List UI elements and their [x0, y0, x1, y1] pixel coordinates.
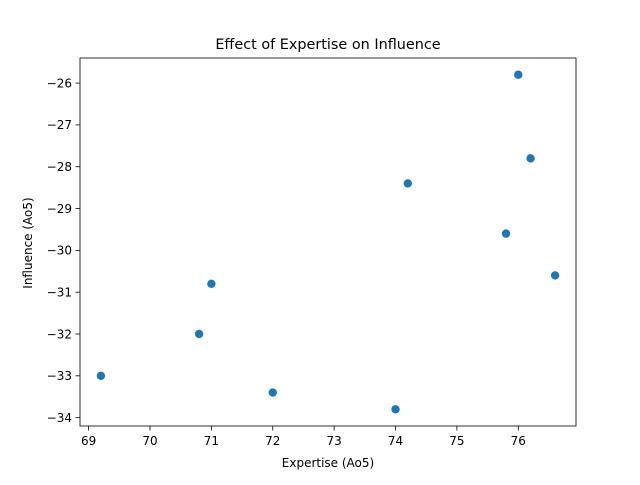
scatter-point	[403, 179, 413, 188]
y-axis-ticks: −34 −33 −32 −31 −30 −29 −28 −27 −26	[47, 76, 80, 425]
x-tick-label: 72	[265, 434, 280, 448]
x-tick-label: 71	[204, 434, 219, 448]
scatter-point	[514, 70, 523, 79]
axes-frame	[79, 57, 577, 427]
y-tick-label: −31	[47, 285, 72, 299]
x-axis-ticks: 69 70 71 72 73 74 75 76	[81, 426, 526, 448]
chart-title: Effect of Expertise on Influence	[215, 37, 440, 53]
y-tick-label: −34	[47, 411, 72, 425]
x-axis-label: Expertise (Ao5)	[282, 456, 374, 470]
y-tick-label: −28	[47, 160, 72, 174]
scatter-point	[550, 271, 560, 280]
y-tick-label: −27	[47, 118, 72, 132]
scatter-point	[194, 329, 204, 339]
scatter-point	[501, 229, 511, 238]
y-tick-label: −32	[47, 327, 72, 341]
x-tick-label: 75	[449, 434, 464, 448]
y-tick-label: −26	[47, 76, 72, 90]
scatter-point	[207, 279, 216, 289]
y-tick-label: −30	[47, 244, 72, 258]
x-tick-label: 76	[511, 434, 526, 448]
x-tick-label: 69	[81, 434, 96, 448]
scatter-point	[391, 405, 400, 414]
x-tick-label: 73	[326, 434, 341, 448]
x-tick-label: 74	[388, 434, 403, 448]
x-tick-label: 70	[142, 434, 157, 448]
y-tick-label: −33	[47, 369, 72, 383]
y-tick-label: −29	[47, 202, 72, 216]
plot-area	[96, 70, 560, 414]
scatter-point	[526, 154, 535, 163]
y-axis-label: Influence (Ao5)	[21, 197, 35, 288]
scatter-point	[268, 388, 277, 397]
scatter-point	[96, 371, 106, 381]
